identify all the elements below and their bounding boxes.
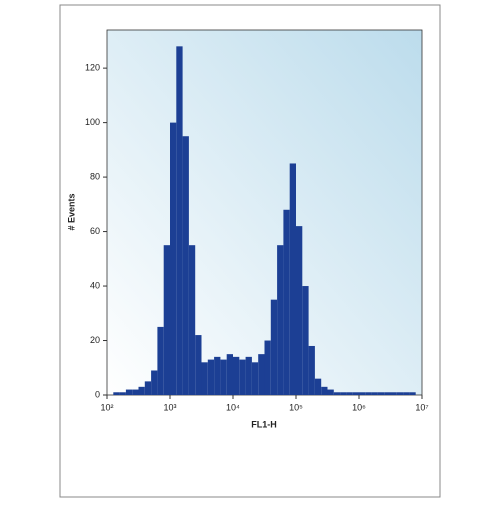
histogram-bar (396, 392, 404, 395)
histogram-bar (207, 359, 215, 395)
histogram-bar (377, 392, 385, 395)
histogram-bar (371, 392, 378, 395)
histogram-bar (270, 299, 278, 395)
x-tick-label: 10³ (163, 402, 176, 412)
x-tick-label: 10⁷ (415, 402, 428, 412)
x-tick-label: 10⁵ (289, 402, 303, 412)
y-tick-label: 0 (95, 389, 100, 399)
histogram-bar (283, 209, 290, 395)
histogram-bar (239, 359, 246, 395)
histogram-bar (163, 245, 170, 395)
y-tick-label: 40 (90, 280, 100, 290)
histogram-bar (195, 335, 202, 395)
histogram-bar (365, 392, 372, 395)
histogram-bar (220, 359, 227, 395)
histogram-bar (233, 356, 240, 395)
frame (59, 4, 441, 498)
histogram-bar (359, 392, 366, 395)
histogram-bar (289, 163, 296, 395)
histogram-bar (327, 389, 334, 395)
y-tick-label: 20 (90, 335, 100, 345)
histogram-bar (113, 392, 120, 395)
histogram-bar (346, 392, 353, 395)
y-tick-label: 100 (85, 117, 100, 127)
histogram-bar (403, 392, 410, 395)
plot-area (106, 29, 423, 396)
histogram-bar (170, 122, 177, 395)
y-axis-title: # Events (66, 193, 76, 230)
y-tick-label: 80 (90, 171, 100, 181)
histogram-bar (258, 354, 265, 395)
histogram-bar (226, 354, 233, 395)
histogram-bar (264, 340, 271, 395)
histogram-bar (201, 362, 208, 395)
histogram-bar (157, 326, 164, 395)
histogram-bar (125, 389, 133, 395)
x-tick-label: 10⁶ (352, 402, 366, 412)
histogram-bar (214, 356, 221, 395)
histogram-bar (390, 392, 397, 395)
histogram-bar (302, 286, 309, 395)
histogram-bar (138, 386, 145, 395)
histogram-bar (340, 392, 347, 395)
histogram-bar (132, 389, 139, 395)
y-tick-label: 120 (85, 63, 100, 73)
histogram-bar (188, 245, 196, 395)
histogram-bar (251, 362, 259, 395)
x-axis-title: FL1-H (251, 419, 277, 429)
histogram-bar (308, 345, 315, 395)
histogram-bar (314, 378, 322, 395)
histogram-bar (182, 136, 189, 396)
histogram-bar (321, 386, 328, 395)
histogram-bar (144, 381, 152, 395)
histogram-bar (277, 245, 284, 395)
histogram-bar (151, 370, 158, 395)
x-tick-label: 10⁴ (226, 402, 240, 412)
histogram-bar (352, 392, 359, 395)
histogram-bar (176, 46, 183, 395)
histogram-bar (409, 392, 416, 395)
histogram-bar (119, 392, 126, 395)
y-tick-label: 60 (90, 226, 100, 236)
histogram-bar (245, 356, 252, 395)
histogram-bar (384, 392, 391, 395)
histogram-bar (296, 226, 303, 395)
histogram-bar (333, 392, 341, 395)
x-tick-label: 10² (100, 402, 113, 412)
